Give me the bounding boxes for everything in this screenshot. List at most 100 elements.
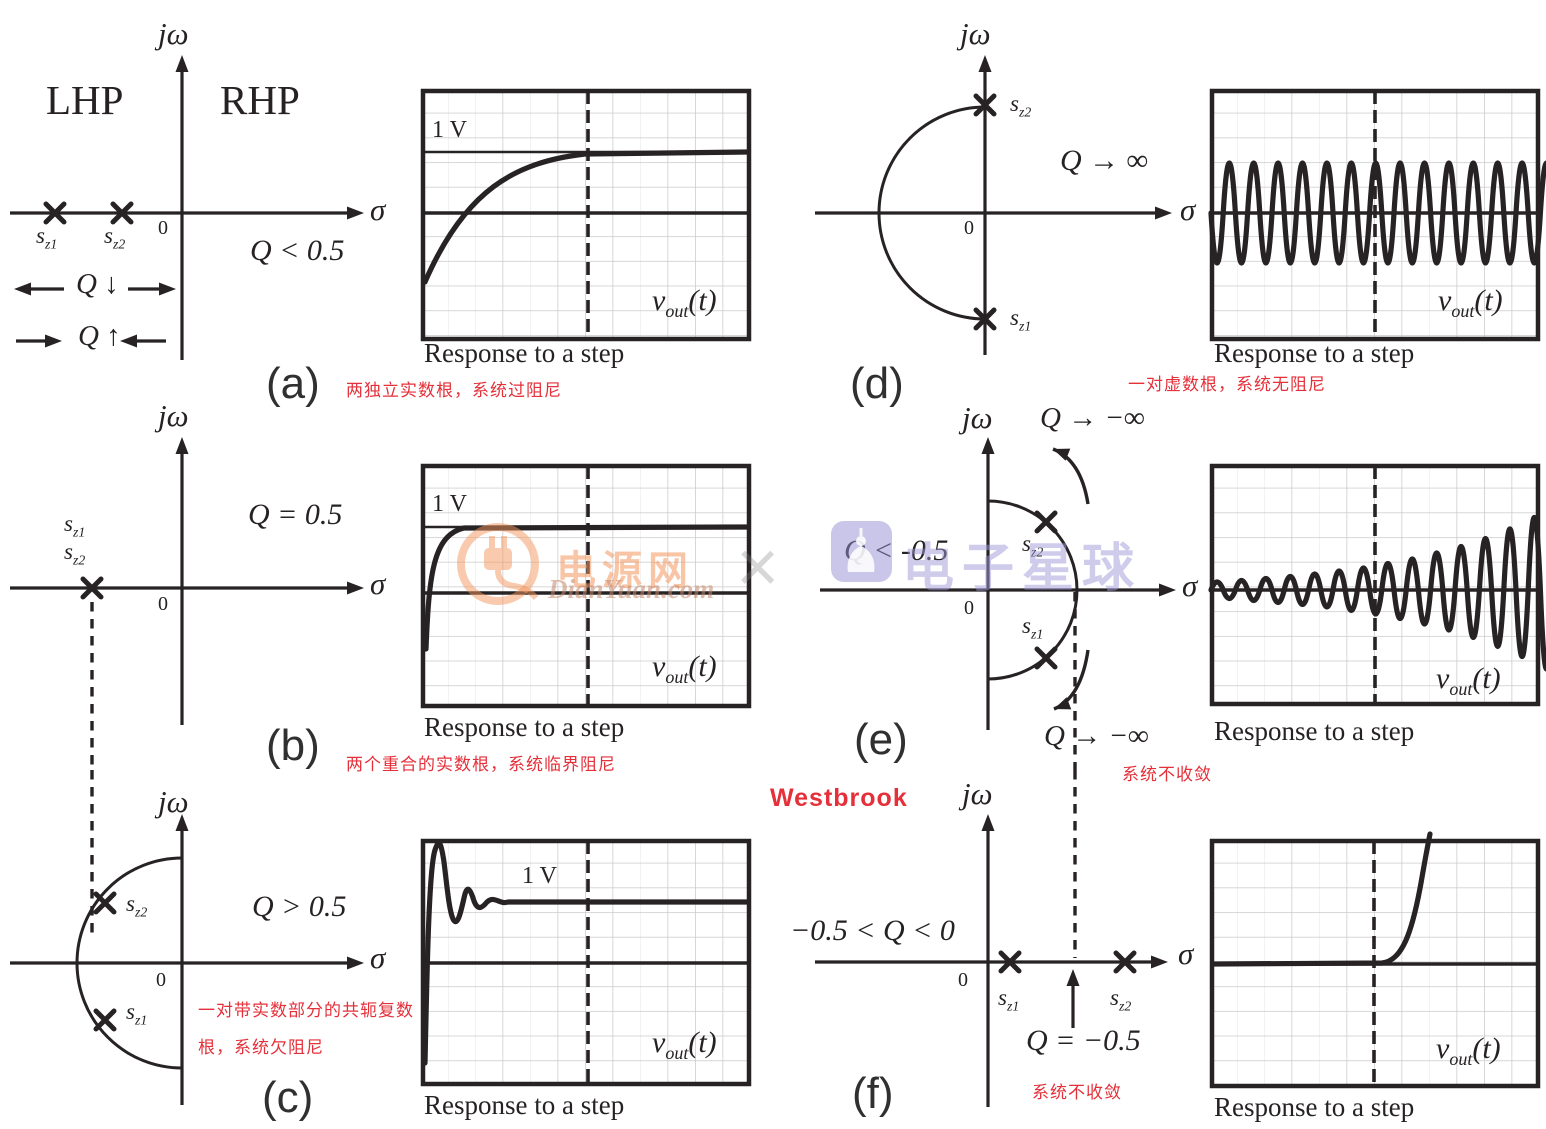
panel-letter-d: (d) [850,359,904,408]
q-rotation-arrow-top [1052,447,1090,505]
sz1-label-b: sz1 [64,511,86,540]
scope-c [420,838,752,1087]
step-response-undamped [1208,160,1546,266]
pole-circle-d [877,105,986,321]
s-plane-f [815,770,1168,1107]
sigma-axis-label-b: σ [370,566,386,601]
one-volt-label-a: 1 V [432,117,467,143]
s-plane-b [10,437,364,770]
step-response-growing [1208,515,1546,672]
q-down-label: Q ↓ [76,268,119,300]
jw-axis-label-d: jω [960,16,991,51]
scope-a [420,88,752,342]
pole-sz2-e [1034,510,1058,534]
pole-sz1-d [973,307,997,331]
response-caption-c: Response to a step [424,1090,625,1120]
pole-sz1-e [1034,646,1058,670]
jw-axis-label-a: jω [158,16,189,51]
sz1-label-f: sz1 [998,985,1020,1014]
lhp-label: LHP [46,77,124,123]
q-condition-d: Q → ∞ [1060,144,1149,177]
q-condition-a: Q < 0.5 [250,234,345,267]
pole-sz2-f [1113,950,1137,974]
dzxq-text-watermark: 电子星球 [902,540,1143,598]
sz2-label-b: sz2 [64,539,86,568]
sigma-axis-label-a: σ [370,192,386,227]
s-plane-a [10,55,364,360]
sz1-label-d: sz1 [1010,305,1032,334]
origin-label-e: 0 [964,597,974,619]
origin-label-d: 0 [964,217,974,239]
sz2-label-e: sz2 [1022,531,1044,560]
pole-sz1-c [93,1008,117,1032]
response-caption-a: Response to a step [424,338,625,368]
sz2-label-f: sz2 [1110,985,1132,1014]
q-condition-b: Q = 0.5 [248,498,343,531]
s-plane-d [815,55,1172,355]
q-rotation-arrow-bottom [1053,649,1090,711]
annotation-a: 两独立实数根，系统过阻尼 [346,381,562,400]
sz2-label-c: sz2 [126,891,148,920]
scope-e [1208,463,1546,707]
cross-watermark: × [736,525,780,608]
sz1-label-e: sz1 [1022,613,1044,642]
scope-b [420,463,752,709]
step-response-underdamped [422,840,751,1066]
panel-letter-e: (e) [854,715,908,764]
one-volt-label-c: 1 V [522,863,557,889]
annotation-d: 一对虚数根，系统无阻尼 [1128,375,1326,394]
q-up-label: Q ↑ [78,320,121,352]
step-response-diverging [1210,831,1433,967]
vout-label-e: vout(t) [1436,662,1501,699]
jw-axis-label-c: jω [158,784,189,819]
origin-label-c: 0 [156,969,166,991]
dianyuan-logo-icon [457,523,539,605]
vout-label-b: vout(t) [652,650,717,687]
vout-label-d: vout(t) [1438,284,1503,321]
origin-label-f: 0 [958,969,968,991]
pole-circle-lhp [75,856,183,1070]
response-caption-b: Response to a step [424,712,625,742]
panel-letter-f: (f) [852,1069,894,1118]
sigma-axis-label-f: σ [1178,936,1194,971]
scope-f [1209,831,1541,1089]
sz1-label-a: sz1 [36,223,58,252]
sigma-axis-label-c: σ [370,940,386,975]
jw-axis-label-f: jω [962,776,993,811]
sz1-label-c: sz1 [126,999,148,1028]
origin-label-a: 0 [158,217,168,239]
pole-sz1-a [43,201,67,225]
annotation-c-line2: 根，系统欠阻尼 [198,1038,324,1057]
response-caption-e: Response to a step [1214,716,1415,746]
double-pole-b [80,576,104,600]
q-condition-f: −0.5 < Q < 0 [790,914,955,947]
response-caption-f: Response to a step [1214,1092,1415,1122]
pole-sz1-f [998,950,1022,974]
sigma-axis-label-d: σ [1180,192,1196,227]
annotation-b: 两个重合的实数根，系统临界阻尼 [346,755,616,774]
sz2-label-d: sz2 [1010,91,1032,120]
rhp-label: RHP [220,77,300,123]
vout-label-f: vout(t) [1436,1032,1501,1069]
s-plane-e [820,437,1176,770]
annotation-c-line1: 一对带实数部分的共轭复数 [198,1001,414,1020]
dzxq-logo-icon [831,521,892,582]
response-caption-d: Response to a step [1214,338,1415,368]
step-response-overdamped [422,149,751,285]
dianyuan-text-watermark: 电源网 [556,549,694,593]
dianyuan-url-watermark: DianYuan.com [548,574,715,604]
q-condition-c: Q > 0.5 [252,890,347,923]
vout-label-c: vout(t) [652,1026,717,1063]
origin-label-b: 0 [158,593,168,615]
jw-axis-label-b: jω [158,398,189,433]
annotation-f: 系统不收敛 [1032,1083,1122,1102]
pole-sz2-a [110,201,134,225]
one-volt-label-b: 1 V [432,491,467,517]
step-response-critical [423,524,751,652]
pole-circle-rhp [987,499,1079,681]
annotation-e: 系统不收敛 [1122,765,1212,784]
westbrook-watermark: Westbrook [770,784,908,812]
panel-letter-b: (b) [266,721,320,770]
scope-d [1208,88,1546,342]
